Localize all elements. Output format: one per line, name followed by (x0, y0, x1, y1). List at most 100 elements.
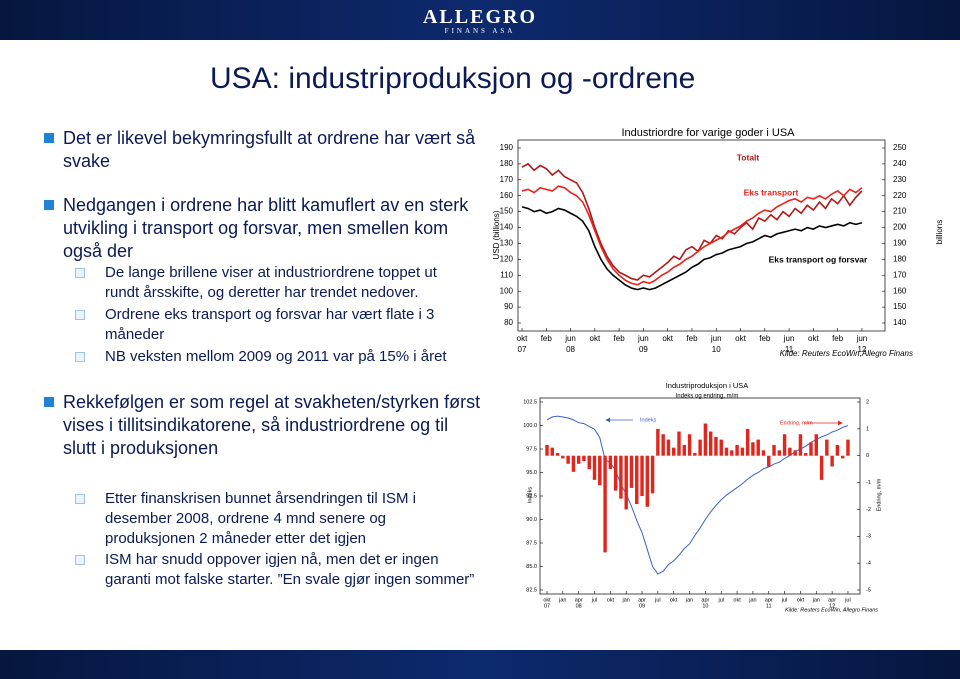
x-tick-label: jun (783, 334, 795, 343)
x-tick-label: okt (517, 334, 528, 343)
y-tick-label: 130 (500, 239, 514, 248)
source-note: Kilde: Reuters EcoWin, Allegro Finans (785, 607, 878, 613)
y2-tick-label: 140 (893, 318, 907, 327)
y2-tick-label: 230 (893, 175, 907, 184)
y2-tick-label: -2 (866, 507, 871, 513)
x-tick-label: apr (638, 597, 646, 603)
x-year-label: 10 (702, 603, 708, 609)
y-tick-label: 87.5 (526, 540, 537, 546)
x-year-label: 12 (829, 603, 835, 609)
x-year-label: 09 (639, 603, 645, 609)
bar (730, 450, 734, 456)
x-year-label: 07 (518, 345, 527, 354)
x-tick-label: jun (856, 334, 868, 343)
bar (735, 444, 739, 456)
y2-tick-label: 210 (893, 207, 907, 216)
bar (587, 455, 591, 470)
bar (592, 455, 597, 480)
x-tick-label: okt (543, 597, 551, 603)
bar (772, 444, 776, 456)
bar (687, 434, 692, 456)
bar (708, 431, 713, 456)
bar (809, 442, 813, 456)
y2-tick-label: 0 (866, 453, 869, 459)
y-tick-label: 100 (500, 286, 514, 295)
bar (666, 439, 671, 456)
y-tick-label: 82.5 (526, 587, 537, 593)
y-tick-label: 97.5 (526, 446, 537, 452)
y-axis-title: Indeks (527, 487, 533, 503)
bar (677, 431, 681, 456)
bar (566, 455, 570, 464)
x-tick-label: feb (759, 334, 771, 343)
series-line (521, 185, 863, 286)
bar (661, 434, 665, 456)
bar (582, 455, 586, 462)
y-tick-label: 110 (500, 270, 513, 279)
bar (693, 453, 697, 456)
y-tick-label: 120 (500, 254, 514, 263)
x-tick-label: jun (637, 334, 649, 343)
x-tick-label: apr (828, 597, 836, 603)
series-line (521, 206, 863, 291)
sub-bullet: ISM har snudd oppover igjen nå, men det … (75, 551, 475, 588)
y-tick-label: 170 (500, 175, 514, 184)
x-tick-label: jul (844, 597, 851, 603)
x-tick-label: apr (575, 597, 583, 603)
y-tick-label: 90.0 (526, 517, 537, 523)
x-tick-label: jul (717, 597, 724, 603)
bar (650, 455, 655, 494)
x-tick-label: jul (654, 597, 661, 603)
top-band (0, 0, 960, 40)
x-tick-label: jan (558, 597, 566, 603)
bar (682, 444, 686, 456)
bar (756, 439, 760, 456)
y2-tick-label: -1 (866, 480, 871, 486)
bar (751, 442, 755, 456)
y-tick-label: 190 (500, 143, 514, 152)
bar (814, 434, 818, 456)
series-label: Indeks (640, 417, 656, 423)
y-tick-label: 102.5 (523, 399, 537, 405)
x-tick-label: okt (797, 597, 805, 603)
bar (835, 444, 840, 456)
logo-sub: FINANS ASA (444, 27, 516, 35)
y2-axis-title: Endring, m/m (876, 478, 882, 511)
y-tick-label: 140 (500, 223, 514, 232)
x-tick-label: okt (590, 334, 601, 343)
x-tick-label: jul (781, 597, 788, 603)
bar (767, 455, 771, 467)
chart-title: Industriproduksjon i USA (666, 381, 749, 390)
x-tick-label: jan (812, 597, 820, 603)
bar (555, 453, 560, 456)
bar (714, 436, 718, 456)
series-label: Endring, m/m (780, 420, 813, 426)
x-tick-label: okt (662, 334, 673, 343)
x-tick-label: okt (735, 334, 746, 343)
bar (635, 455, 639, 505)
x-tick-label: apr (765, 597, 773, 603)
logo: ALLEGRO (422, 6, 538, 28)
bar (545, 444, 549, 456)
y-tick-label: 150 (500, 207, 514, 216)
x-tick-label: feb (541, 334, 553, 343)
x-tick-label: okt (733, 597, 741, 603)
bar (825, 439, 829, 456)
bar (576, 455, 581, 464)
bar (745, 428, 750, 456)
x-tick-label: okt (670, 597, 678, 603)
y2-axis-title: billions (935, 220, 944, 244)
y2-tick-label: -5 (866, 587, 871, 593)
bar (550, 447, 554, 456)
y2-tick-label: 160 (893, 286, 907, 295)
sub-bullet: De lange brillene viser at industriordre… (75, 263, 475, 303)
series-label: Totalt (737, 152, 760, 162)
series-line (521, 162, 863, 281)
y2-tick-label: 250 (893, 143, 907, 152)
bar (640, 455, 644, 496)
y-tick-label: 85.0 (526, 564, 537, 570)
y2-tick-label: -4 (866, 561, 871, 567)
x-tick-label: jan (748, 597, 756, 603)
slide-title: USA: industriproduksjon og -ordrene (210, 62, 696, 95)
